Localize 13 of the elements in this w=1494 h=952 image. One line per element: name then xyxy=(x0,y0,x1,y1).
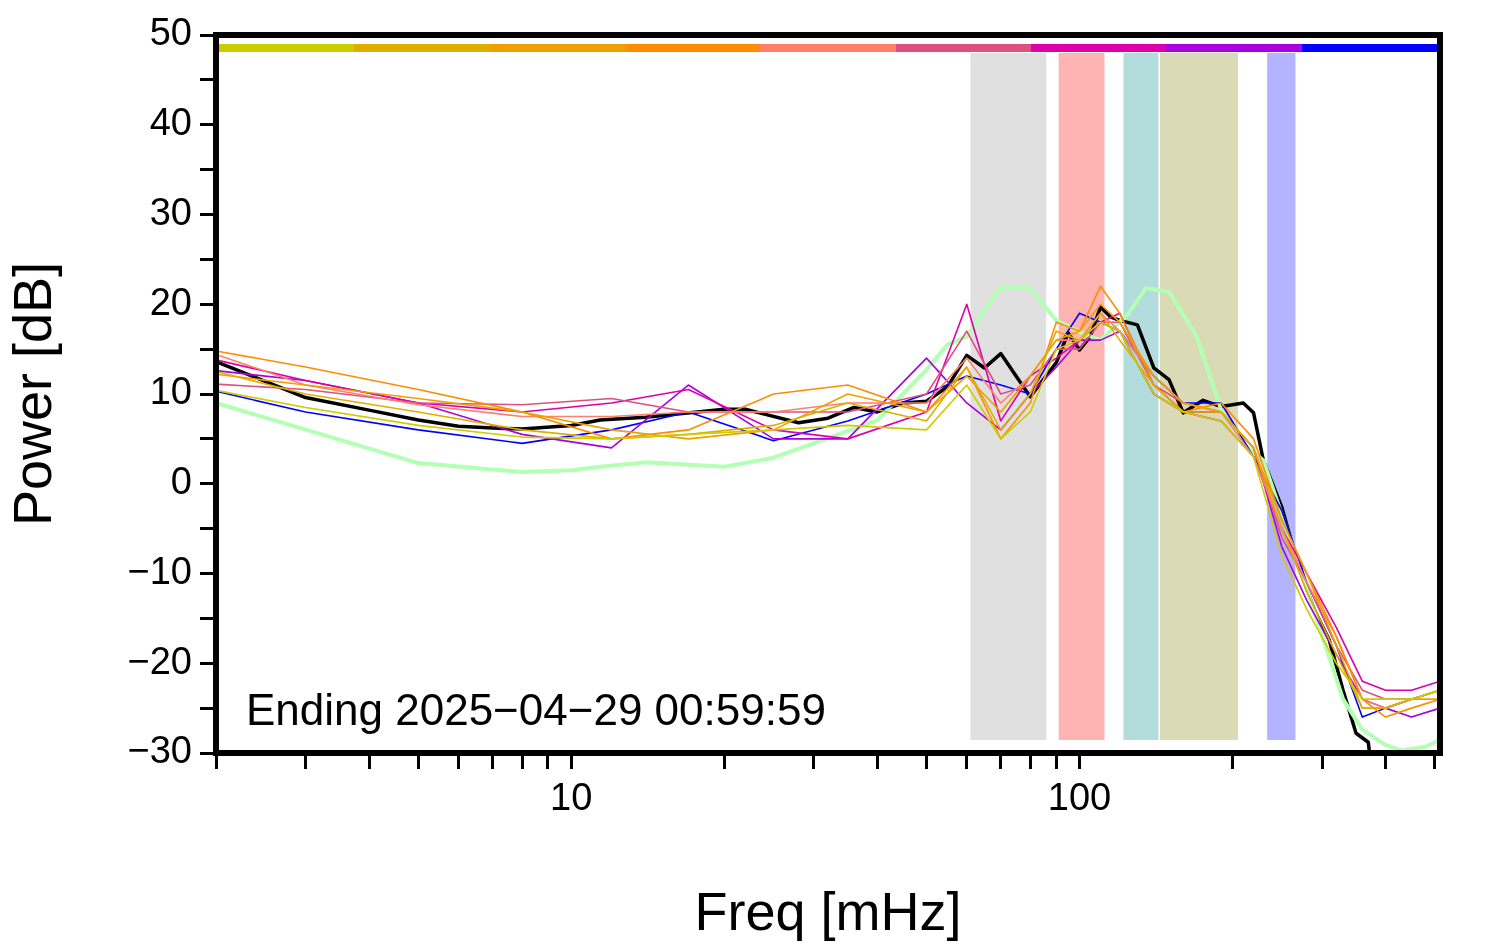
y-tick-label: 40 xyxy=(149,101,192,144)
y-axis-title: Power [dB] xyxy=(2,261,63,527)
y-tick-label: −10 xyxy=(127,549,192,592)
y-tick-label: 10 xyxy=(149,370,192,413)
y-tick-label: 20 xyxy=(149,280,192,323)
y-tick-label: 0 xyxy=(170,460,192,503)
y-tick-label: −20 xyxy=(127,639,192,682)
y-tick-label: −30 xyxy=(127,729,192,772)
annotation: Ending 2025−04−29 00:59:59 xyxy=(246,685,826,735)
y-tick-label: 50 xyxy=(149,11,192,54)
y-tick-label: 30 xyxy=(149,190,192,233)
x-tick-label: 100 xyxy=(1047,776,1112,819)
x-axis-title: Freq [mHz] xyxy=(694,881,962,942)
